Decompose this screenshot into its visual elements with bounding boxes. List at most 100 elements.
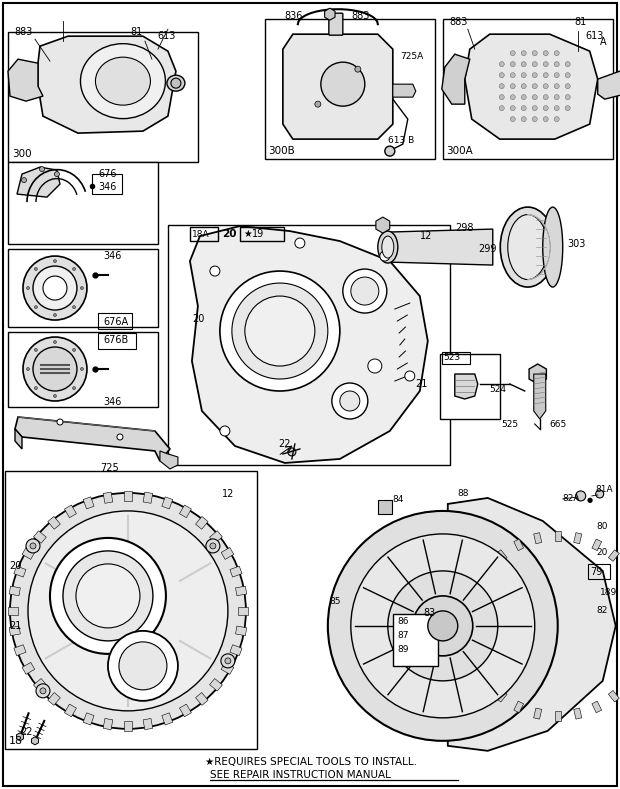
Circle shape [295,238,305,248]
Polygon shape [48,517,60,529]
Text: A: A [600,37,606,47]
Circle shape [343,269,387,313]
Polygon shape [143,719,153,730]
Text: 883: 883 [450,17,468,27]
Text: 18: 18 [9,736,23,746]
Circle shape [355,66,361,72]
Circle shape [428,611,458,641]
Circle shape [351,277,379,305]
Circle shape [57,419,63,425]
Polygon shape [236,626,247,636]
Polygon shape [236,586,247,596]
Polygon shape [592,701,601,712]
Circle shape [40,166,45,172]
Text: 725A: 725A [400,52,423,62]
Circle shape [28,511,228,711]
Text: eReplacementParts.com: eReplacementParts.com [191,394,429,413]
Polygon shape [592,539,601,551]
Text: 81: 81 [130,27,142,37]
Polygon shape [534,708,542,719]
Circle shape [36,684,50,697]
Polygon shape [608,690,619,702]
Circle shape [73,349,76,351]
Polygon shape [160,451,178,469]
Bar [8,32,198,162]
Circle shape [81,368,84,371]
Polygon shape [534,374,546,419]
Polygon shape [555,531,560,541]
Text: 20: 20 [596,548,608,557]
Text: 346: 346 [98,182,117,192]
Polygon shape [482,676,493,687]
Circle shape [554,84,559,88]
Bar [265,19,435,159]
Polygon shape [83,712,94,725]
Bar [98,313,132,329]
Text: 665: 665 [550,420,567,429]
Text: 12: 12 [420,231,432,241]
Circle shape [532,73,538,77]
Circle shape [510,117,515,122]
Text: 12: 12 [222,489,234,499]
Circle shape [554,106,559,110]
Circle shape [554,50,559,56]
Text: 19: 19 [252,229,264,239]
Circle shape [510,106,515,110]
Polygon shape [124,721,132,731]
Text: 89: 89 [398,645,409,654]
Text: 21: 21 [415,379,427,389]
Circle shape [521,106,526,110]
Polygon shape [376,217,390,233]
Circle shape [10,493,246,729]
Text: 303: 303 [568,239,586,249]
Bar [443,19,613,159]
Bar [240,227,284,241]
Polygon shape [529,364,546,384]
Circle shape [388,571,498,681]
Circle shape [55,172,60,177]
Polygon shape [14,567,26,577]
Polygon shape [17,733,24,741]
Text: 79: 79 [590,567,602,577]
Circle shape [565,106,570,110]
Polygon shape [555,711,560,721]
Polygon shape [496,550,507,561]
Circle shape [521,84,526,88]
Text: 87: 87 [398,631,409,640]
Circle shape [532,62,538,66]
Circle shape [521,73,526,77]
Polygon shape [32,737,38,745]
Circle shape [73,387,76,390]
Bar [8,332,158,407]
Circle shape [554,73,559,77]
Polygon shape [83,497,94,509]
Text: 298: 298 [455,223,473,233]
Bar [190,227,218,241]
Text: 22: 22 [20,727,32,737]
Bar [168,225,450,465]
Circle shape [245,296,315,366]
Polygon shape [8,59,43,101]
Circle shape [554,95,559,99]
Ellipse shape [95,57,151,105]
Circle shape [34,267,37,271]
Polygon shape [33,679,46,691]
Polygon shape [33,531,46,544]
Circle shape [510,62,515,66]
Circle shape [405,371,415,381]
Polygon shape [103,719,113,730]
Text: 80: 80 [596,522,608,531]
Circle shape [554,117,559,122]
Text: 346: 346 [103,251,122,261]
Polygon shape [22,548,35,559]
Circle shape [288,448,296,456]
Circle shape [22,178,27,182]
Circle shape [53,260,56,263]
Text: 20: 20 [192,314,204,324]
Polygon shape [15,429,22,449]
Text: 88: 88 [458,489,469,498]
Text: 18A: 18A [192,230,210,239]
Polygon shape [221,663,234,675]
Text: ●: ● [587,497,593,503]
Circle shape [23,256,87,320]
